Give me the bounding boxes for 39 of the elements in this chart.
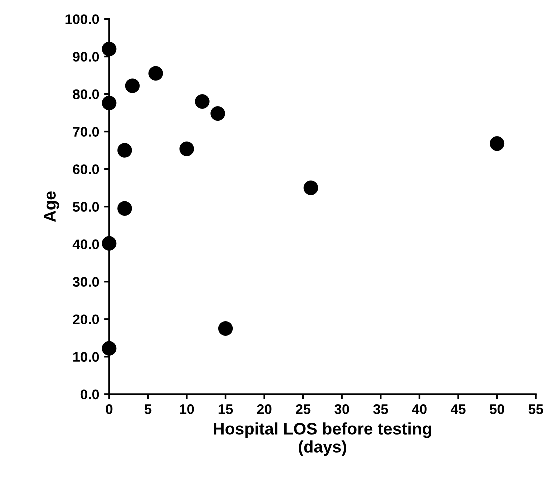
point — [148, 66, 164, 81]
x-tick-label: 50 — [490, 404, 504, 414]
y-tick-label: 20.0 — [73, 314, 100, 325]
y-tick-label: 50.0 — [73, 202, 100, 212]
point — [180, 142, 194, 156]
point — [118, 201, 132, 216]
x-tick-label: 35 — [374, 404, 388, 414]
point — [102, 341, 117, 356]
x-tick-label: 45 — [450, 404, 466, 414]
y-tick-label: 0.0 — [80, 390, 100, 400]
y-tick-label: 70.0 — [73, 127, 100, 137]
x-tick-label: 55 — [528, 404, 544, 414]
y-tick-label: 80.0 — [73, 90, 100, 100]
y-tick-label: 90.0 — [73, 52, 100, 62]
point — [195, 94, 210, 110]
y-tick-label: 30.0 — [72, 277, 100, 288]
point — [490, 136, 505, 152]
x-axis-title: Hospital LOS before testing (days) — [214, 422, 432, 456]
x-tick-label: 5 — [144, 404, 152, 414]
point — [210, 106, 226, 122]
x-tick-label: 40 — [412, 404, 427, 414]
x-tick-label: 0 — [106, 404, 113, 414]
y-tick-label: 10.0 — [74, 352, 100, 362]
point — [218, 321, 234, 336]
y-axis-title: Age — [44, 192, 60, 222]
point — [102, 96, 117, 111]
point — [102, 42, 117, 57]
point — [304, 180, 318, 196]
y-tick-label: 40.0 — [72, 240, 100, 250]
point — [118, 143, 132, 158]
x-tick-label: 30 — [334, 404, 350, 414]
x-tick-label: 10 — [180, 404, 194, 414]
y-tick-label: 60.0 — [73, 164, 100, 174]
x-tick-label: 20 — [257, 404, 272, 414]
x-tick-label: 25 — [296, 404, 311, 414]
point — [125, 78, 140, 94]
x-tick-label: 15 — [218, 404, 234, 414]
point — [102, 236, 117, 251]
y-tick-label: 100.0 — [66, 14, 100, 24]
